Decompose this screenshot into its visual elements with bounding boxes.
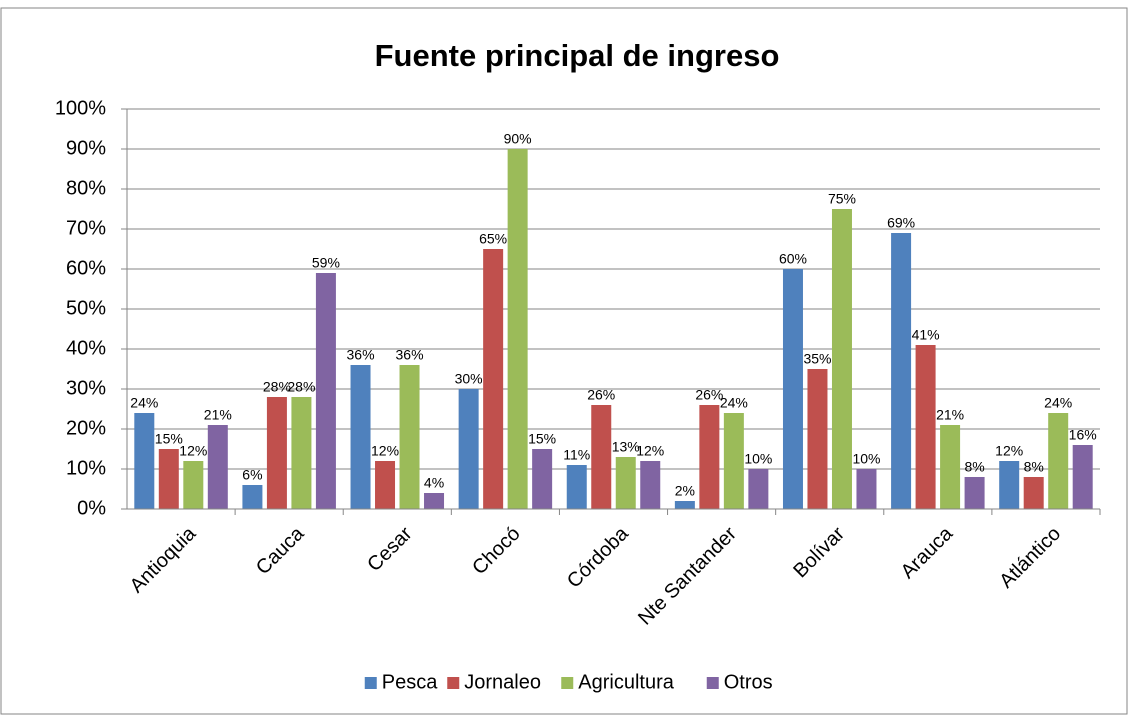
value-label: 26% xyxy=(587,387,615,403)
value-label: 69% xyxy=(887,215,915,231)
value-label: 10% xyxy=(744,451,772,467)
value-label: 11% xyxy=(563,447,590,463)
bar xyxy=(640,461,661,509)
value-label: 24% xyxy=(720,395,748,411)
bar xyxy=(458,389,479,509)
bar xyxy=(915,345,936,509)
value-label: 10% xyxy=(852,451,880,467)
value-label: 28% xyxy=(287,379,315,395)
value-label: 15% xyxy=(528,431,556,447)
value-label: 90% xyxy=(504,131,532,147)
bar xyxy=(291,397,312,509)
bar xyxy=(183,461,204,509)
value-label: 12% xyxy=(636,443,664,459)
legend-label: Pesca xyxy=(382,671,438,693)
legend-label: Agricultura xyxy=(578,671,674,693)
bar xyxy=(964,477,985,509)
value-label: 65% xyxy=(479,231,507,247)
value-label: 21% xyxy=(204,407,232,423)
bar xyxy=(350,365,371,509)
y-tick-label: 100% xyxy=(55,97,106,119)
value-label: 21% xyxy=(936,407,964,423)
value-label: 4% xyxy=(424,475,444,491)
bar xyxy=(266,397,287,509)
bar xyxy=(566,465,587,509)
y-tick-label: 70% xyxy=(66,217,106,239)
legend-label: Jornaleo xyxy=(464,671,541,693)
y-tick-label: 0% xyxy=(77,497,106,519)
bar xyxy=(507,149,528,509)
value-label: 2% xyxy=(675,483,695,499)
bar xyxy=(748,469,769,509)
y-tick-label: 20% xyxy=(66,417,106,439)
y-tick-label: 30% xyxy=(66,377,106,399)
value-label: 24% xyxy=(130,395,158,411)
chart-border xyxy=(0,7,1128,715)
value-label: 12% xyxy=(995,443,1023,459)
value-label: 36% xyxy=(396,347,424,363)
value-label: 59% xyxy=(312,255,340,271)
legend-label: Otros xyxy=(724,671,773,693)
bar xyxy=(615,457,636,509)
bar xyxy=(699,405,720,509)
bar xyxy=(242,485,263,509)
y-tick-label: 80% xyxy=(66,177,106,199)
value-label: 15% xyxy=(155,431,183,447)
value-label: 16% xyxy=(1069,427,1097,443)
value-label: 12% xyxy=(179,443,207,459)
value-label: 30% xyxy=(455,371,483,387)
value-label: 12% xyxy=(371,443,399,459)
value-label: 75% xyxy=(828,191,856,207)
y-tick-label: 90% xyxy=(66,137,106,159)
bar xyxy=(856,469,877,509)
bar xyxy=(999,461,1020,509)
legend-swatch xyxy=(447,677,460,689)
y-tick-label: 60% xyxy=(66,257,106,279)
bar xyxy=(723,413,744,509)
y-tick-label: 40% xyxy=(66,337,106,359)
bar xyxy=(591,405,612,509)
value-label: 28% xyxy=(263,379,291,395)
bar xyxy=(782,269,803,509)
value-label: 60% xyxy=(779,251,807,267)
value-label: 36% xyxy=(347,347,375,363)
value-label: 8% xyxy=(1024,459,1044,475)
bar xyxy=(375,461,396,509)
bar xyxy=(807,369,828,509)
bar xyxy=(424,493,445,509)
value-label: 13% xyxy=(612,439,640,455)
bar xyxy=(483,249,504,509)
bar xyxy=(158,449,179,509)
bar xyxy=(207,425,228,509)
bar xyxy=(134,413,155,509)
legend-swatch xyxy=(364,677,377,689)
bar xyxy=(674,501,695,509)
bar xyxy=(532,449,553,509)
value-label: 41% xyxy=(912,327,940,343)
value-label: 26% xyxy=(695,387,723,403)
bar xyxy=(891,233,912,509)
bar xyxy=(315,273,336,509)
bar xyxy=(1072,445,1093,509)
bar xyxy=(1048,413,1069,509)
legend-swatch xyxy=(706,677,719,689)
bar xyxy=(399,365,420,509)
legend-swatch xyxy=(561,677,574,689)
value-label: 35% xyxy=(803,351,831,367)
bar xyxy=(831,209,852,509)
bar xyxy=(1023,477,1044,509)
value-label: 8% xyxy=(964,459,984,475)
y-tick-label: 50% xyxy=(66,297,106,319)
y-tick-label: 10% xyxy=(66,457,106,479)
bar xyxy=(940,425,961,509)
value-label: 24% xyxy=(1044,395,1072,411)
chart-title: Fuente principal de ingreso xyxy=(375,38,780,73)
value-label: 6% xyxy=(242,467,262,483)
